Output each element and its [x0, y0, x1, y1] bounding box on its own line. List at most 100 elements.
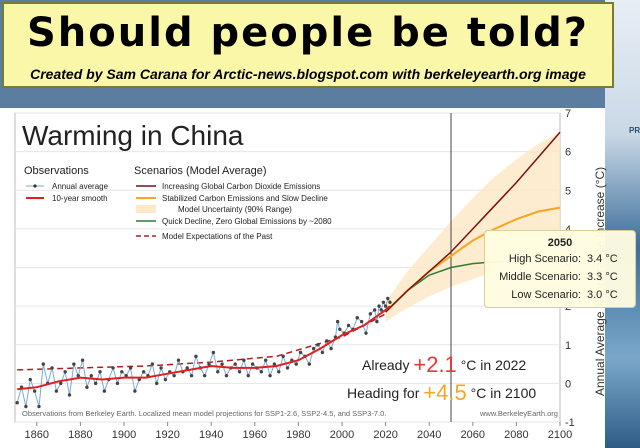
observation-point	[250, 362, 255, 366]
already-value: +2.1	[413, 352, 457, 377]
x-tick-label: 1960	[243, 429, 267, 441]
high-scenario-line	[385, 131, 561, 313]
tooltip-label-high: High Scenario:	[508, 253, 581, 265]
observation-point	[359, 319, 364, 324]
banner-subtitle: Created by Sam Carana for Arctic-news.bl…	[30, 66, 586, 82]
observation-point	[325, 339, 329, 343]
observation-point	[377, 304, 381, 308]
observation-point	[388, 300, 392, 304]
observation-point	[115, 381, 120, 386]
observation-point	[41, 362, 46, 366]
observation-point	[216, 370, 220, 374]
x-tick-label: 1980	[286, 429, 310, 441]
smooth-line	[17, 305, 391, 391]
observation-point	[277, 370, 281, 374]
observation-point	[85, 385, 89, 389]
observation-point	[294, 362, 298, 366]
observation-point	[335, 319, 340, 324]
observation-point	[233, 362, 237, 366]
side-text: PR	[629, 126, 640, 135]
observation-point	[76, 373, 80, 378]
observation-point	[242, 358, 246, 362]
observation-point	[355, 316, 359, 320]
x-tick-label: 1920	[155, 429, 179, 441]
legend-uncertainty-swatch	[136, 205, 156, 213]
observation-point	[32, 389, 37, 393]
observation-point	[386, 296, 390, 301]
y-tick-label: 1	[565, 340, 571, 352]
legend-smooth: 10-year smooth	[52, 194, 108, 203]
observation-point	[163, 377, 168, 382]
legend-low: Quick Decline, Zero Global Emissions by …	[162, 217, 332, 226]
observation-point	[124, 373, 128, 378]
x-tick-label: 2100	[548, 429, 572, 441]
footer-right: www.BerkeleyEarth.org	[479, 409, 558, 418]
x-tick-label: 1860	[25, 429, 49, 441]
observation-point	[141, 370, 146, 374]
observation-point	[298, 350, 303, 355]
legend-past: Model Expectations of the Past	[162, 232, 273, 241]
observation-point	[54, 389, 59, 393]
observation-point	[281, 354, 285, 359]
y-tick-label: 5	[565, 185, 571, 197]
legend-annual-average: Annual average	[52, 182, 109, 191]
observation-point	[111, 366, 115, 370]
observation-point	[93, 381, 98, 386]
observation-point	[285, 366, 290, 370]
legend-scenarios-heading: Scenarios (Model Average)	[134, 165, 266, 177]
observation-point	[172, 373, 176, 378]
legend-observations-heading: Observations	[24, 165, 89, 177]
legend-high: Increasing Global Carbon Dioxide Emissio…	[162, 182, 320, 191]
observation-point	[311, 346, 316, 351]
x-tick-label: 2060	[461, 429, 485, 441]
observation-point	[37, 404, 41, 409]
observation-point	[120, 370, 124, 374]
observation-point	[368, 312, 373, 316]
tooltip-title: 2050	[547, 237, 573, 249]
observation-point	[189, 373, 194, 378]
observation-point	[72, 362, 76, 366]
legend-middle-2: Model Uncertainty (90% Range)	[178, 205, 292, 214]
observation-point	[320, 350, 325, 355]
observation-point	[220, 362, 224, 366]
x-tick-label: 2020	[373, 429, 397, 441]
tooltip-row-low: Low Scenario: 3.0 °C	[485, 289, 635, 303]
observation-point	[246, 373, 250, 378]
x-tick-label: 1880	[68, 429, 92, 441]
observation-point	[379, 308, 383, 312]
observation-point	[307, 362, 311, 366]
observation-point	[176, 358, 181, 362]
tooltip-value-middle: 3.3 °C	[587, 271, 618, 283]
observation-point	[383, 304, 388, 308]
observation-point	[24, 404, 28, 409]
tooltip-value-high: 3.4 °C	[587, 253, 618, 265]
heading-annotation: Heading for +4.5 °C in 2100	[347, 380, 536, 406]
observation-point	[15, 400, 19, 405]
observation-point	[59, 381, 63, 386]
x-tick-label: 1940	[199, 429, 223, 441]
observation-point	[272, 362, 277, 366]
tooltip-label-low: Low Scenario:	[511, 289, 581, 301]
observation-point	[381, 300, 386, 304]
observation-point	[98, 370, 102, 374]
y-tick-label: -1	[565, 417, 575, 429]
y-tick-label: 6	[565, 147, 571, 159]
observation-point	[237, 370, 242, 374]
observation-point	[28, 377, 32, 382]
annual-average-line	[16, 297, 391, 407]
observation-point	[207, 362, 211, 366]
observation-point	[211, 350, 216, 355]
observation-point	[375, 319, 379, 324]
observation-point	[346, 323, 351, 328]
observation-point	[80, 358, 85, 362]
heading-prefix: Heading for	[347, 385, 420, 401]
observation-point	[67, 393, 72, 397]
footer-left: Observations from Berkeley Earth. Locali…	[22, 409, 386, 418]
already-annotation: Already +2.1 °C in 2022	[362, 352, 526, 378]
observation-point	[224, 373, 229, 378]
observation-point	[50, 366, 54, 370]
observation-point	[155, 381, 159, 386]
tooltip-row-high: High Scenario: 3.4 °C	[485, 253, 635, 267]
observation-point	[128, 366, 133, 370]
observation-point	[264, 358, 268, 362]
